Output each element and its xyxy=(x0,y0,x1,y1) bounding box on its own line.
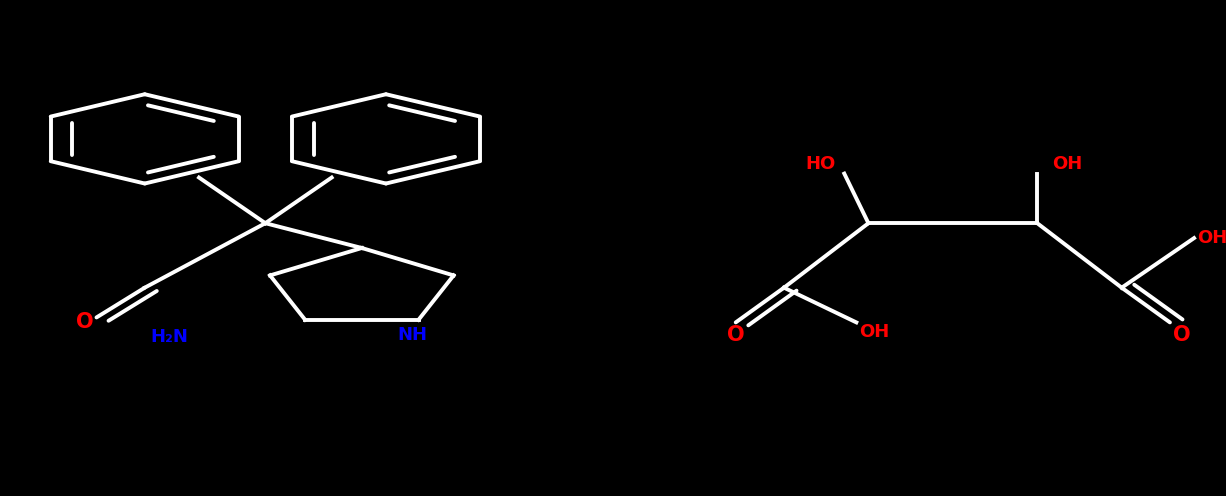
Text: OH: OH xyxy=(1197,229,1226,247)
Text: H₂N: H₂N xyxy=(150,328,188,346)
Text: O: O xyxy=(1173,325,1190,345)
Text: OH: OH xyxy=(859,323,890,341)
Text: NH: NH xyxy=(397,326,428,344)
Text: O: O xyxy=(727,325,744,345)
Text: HO: HO xyxy=(805,155,835,173)
Text: OH: OH xyxy=(1052,155,1083,173)
Text: O: O xyxy=(76,312,93,332)
